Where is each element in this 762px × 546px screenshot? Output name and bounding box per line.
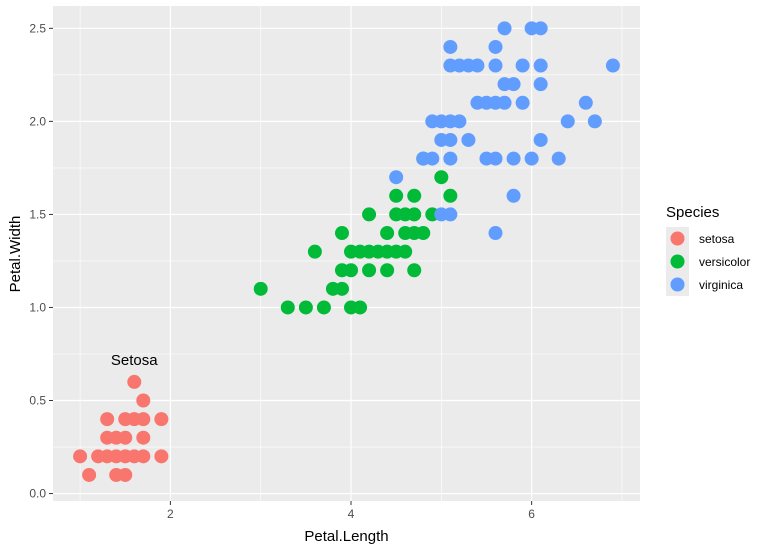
point-virginica xyxy=(560,114,575,129)
point-versicolor xyxy=(380,263,395,278)
point-virginica xyxy=(461,132,476,147)
legend-key-setosa xyxy=(670,231,685,246)
point-virginica xyxy=(443,207,458,222)
point-versicolor xyxy=(334,226,349,241)
y-tick-label: 2.0 xyxy=(29,114,46,128)
point-virginica xyxy=(443,39,458,54)
point-virginica xyxy=(443,132,458,147)
point-virginica xyxy=(515,95,530,110)
point-virginica xyxy=(470,58,485,73)
point-virginica xyxy=(497,21,512,36)
y-tick-label: 1.5 xyxy=(29,207,46,221)
point-versicolor xyxy=(398,244,413,259)
point-versicolor xyxy=(316,300,331,315)
point-versicolor xyxy=(362,207,377,222)
point-versicolor xyxy=(334,281,349,296)
point-virginica xyxy=(578,95,593,110)
y-tick-label: 0.5 xyxy=(29,394,46,408)
point-virginica xyxy=(524,151,539,166)
point-versicolor xyxy=(362,263,377,278)
point-virginica xyxy=(551,151,566,166)
point-setosa xyxy=(136,412,151,427)
legend-key-virginica xyxy=(670,277,685,292)
point-virginica xyxy=(605,58,620,73)
point-versicolor xyxy=(253,281,268,296)
point-virginica xyxy=(443,151,458,166)
point-setosa xyxy=(118,430,133,445)
point-versicolor xyxy=(344,263,359,278)
legend-label-setosa: setosa xyxy=(699,232,735,246)
point-setosa xyxy=(82,467,97,482)
point-setosa xyxy=(100,412,115,427)
x-tick-label: 4 xyxy=(348,507,355,521)
y-tick-label: 2.5 xyxy=(29,21,46,35)
point-setosa xyxy=(136,393,151,408)
ticks-layer: 2 4 6 0.0 0.5 1.0 1.5 2.0 2.5 xyxy=(29,21,535,521)
point-versicolor xyxy=(434,170,449,185)
point-virginica xyxy=(533,77,548,92)
point-virginica xyxy=(506,151,521,166)
point-virginica xyxy=(425,151,440,166)
y-tick-label: 1.0 xyxy=(29,300,46,314)
point-virginica xyxy=(533,58,548,73)
legend-label-virginica: virginica xyxy=(699,278,743,292)
x-axis-title: Petal.Length xyxy=(304,528,388,545)
point-setosa xyxy=(136,430,151,445)
point-virginica xyxy=(587,114,602,129)
points-layer xyxy=(73,21,620,482)
legend-entries: setosa versicolor virginica xyxy=(666,227,750,296)
point-virginica xyxy=(389,170,404,185)
point-virginica xyxy=(533,132,548,147)
point-virginica xyxy=(497,95,512,110)
point-virginica xyxy=(488,151,503,166)
legend-key-versicolor xyxy=(670,254,685,269)
point-versicolor xyxy=(298,300,313,315)
point-versicolor xyxy=(416,226,431,241)
point-versicolor xyxy=(407,207,422,222)
x-tick-label: 6 xyxy=(528,507,535,521)
point-virginica xyxy=(506,188,521,203)
annotation-setosa: Setosa xyxy=(111,352,158,369)
point-versicolor xyxy=(389,188,404,203)
point-versicolor xyxy=(443,188,458,203)
point-setosa xyxy=(118,467,133,482)
point-virginica xyxy=(488,39,503,54)
point-setosa xyxy=(136,449,151,464)
point-virginica xyxy=(452,114,467,129)
point-versicolor xyxy=(353,300,368,315)
point-versicolor xyxy=(380,226,395,241)
point-virginica xyxy=(515,58,530,73)
point-versicolor xyxy=(407,263,422,278)
point-versicolor xyxy=(280,300,295,315)
point-virginica xyxy=(533,21,548,36)
point-virginica xyxy=(488,58,503,73)
point-setosa xyxy=(73,449,88,464)
point-setosa xyxy=(127,374,142,389)
point-versicolor xyxy=(307,244,322,259)
legend: Species setosa versicolor virginica xyxy=(666,204,750,296)
point-setosa xyxy=(154,449,169,464)
legend-title: Species xyxy=(666,204,719,221)
point-virginica xyxy=(488,226,503,241)
point-setosa xyxy=(154,412,169,427)
y-axis-title: Petal.Width xyxy=(7,216,24,293)
point-versicolor xyxy=(407,188,422,203)
y-tick-label: 0.0 xyxy=(29,487,46,501)
point-virginica xyxy=(506,77,521,92)
legend-label-versicolor: versicolor xyxy=(699,255,750,269)
x-tick-label: 2 xyxy=(167,507,174,521)
